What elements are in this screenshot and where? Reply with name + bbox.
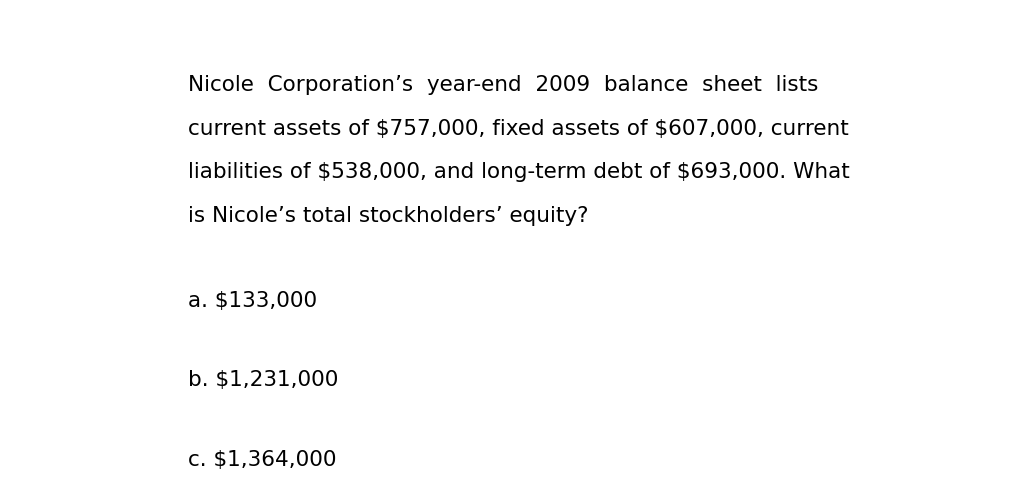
Text: liabilities of $538,000, and long-term debt of $693,000. What: liabilities of $538,000, and long-term d… [188,162,849,183]
Text: c. $1,364,000: c. $1,364,000 [188,450,337,469]
Text: is Nicole’s total stockholders’ equity?: is Nicole’s total stockholders’ equity? [188,206,588,227]
Text: Nicole  Corporation’s  year-end  2009  balance  sheet  lists: Nicole Corporation’s year-end 2009 balan… [188,75,819,95]
Text: a. $133,000: a. $133,000 [188,291,317,311]
Text: current assets of $757,000, fixed assets of $607,000, current: current assets of $757,000, fixed assets… [188,119,849,139]
Text: b. $1,231,000: b. $1,231,000 [188,370,339,390]
